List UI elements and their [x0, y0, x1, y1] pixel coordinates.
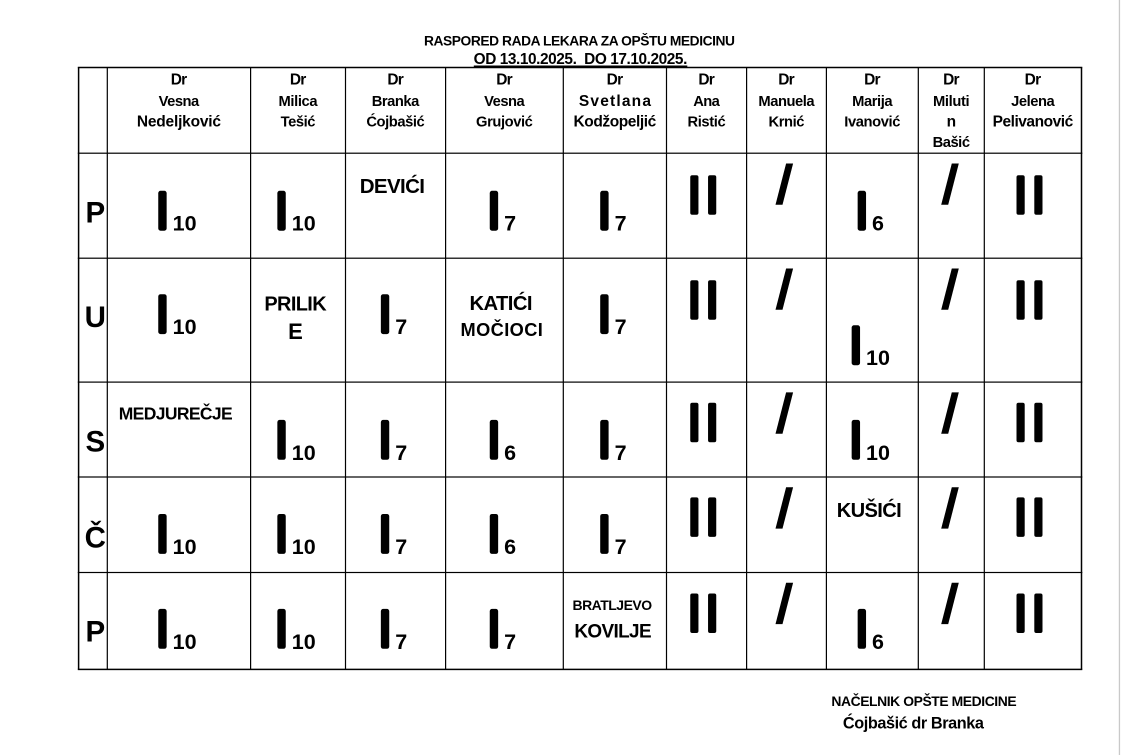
svg-text:U: U: [85, 301, 106, 334]
svg-text:Ana: Ana: [693, 94, 720, 110]
svg-text:10: 10: [173, 535, 197, 559]
svg-text:DEVIĆI: DEVIĆI: [360, 174, 425, 198]
svg-text:Milica: Milica: [279, 94, 319, 110]
svg-text:Jelena: Jelena: [1011, 94, 1055, 110]
svg-text:Č: Č: [85, 521, 106, 555]
svg-text:Ristić: Ristić: [687, 114, 725, 130]
svg-text:10: 10: [866, 441, 890, 465]
svg-text:Miluti: Miluti: [933, 94, 970, 110]
svg-text:Ćojbašić: Ćojbašić: [366, 112, 424, 130]
svg-text:10: 10: [292, 630, 316, 654]
svg-text:RASPORED RADA LEKARA ZA OPŠTU: RASPORED RADA LEKARA ZA OPŠTU MEDICINU: [424, 31, 735, 48]
svg-text:Grujović: Grujović: [476, 114, 533, 130]
svg-text:Dr: Dr: [171, 72, 187, 89]
svg-text:NAČELNIK OPŠTE MEDICINE: NAČELNIK OPŠTE MEDICINE: [831, 692, 1016, 709]
svg-text:Branka: Branka: [372, 94, 420, 110]
svg-text:Dr: Dr: [864, 72, 880, 89]
svg-text:7: 7: [504, 630, 516, 654]
svg-text:Dr: Dr: [496, 72, 512, 89]
svg-text:10: 10: [866, 346, 890, 370]
svg-text:Ćojbašić dr Branka: Ćojbašić dr Branka: [843, 713, 985, 732]
svg-text:Nedeljković: Nedeljković: [137, 113, 221, 130]
svg-text:MOČIOCI: MOČIOCI: [461, 319, 544, 340]
svg-text:7: 7: [395, 535, 407, 559]
svg-text:6: 6: [872, 212, 884, 236]
svg-text:P: P: [85, 197, 105, 230]
svg-text:10: 10: [173, 212, 197, 236]
svg-text:Pelivanović: Pelivanović: [993, 113, 1074, 130]
svg-text:7: 7: [615, 441, 627, 465]
svg-text:Bašić: Bašić: [933, 135, 970, 151]
svg-text:PRILIK: PRILIK: [264, 293, 327, 315]
svg-text:10: 10: [173, 630, 197, 654]
svg-text:Tešić: Tešić: [281, 114, 316, 130]
svg-text:Dr: Dr: [1025, 72, 1041, 89]
svg-text:Dr: Dr: [943, 72, 959, 89]
svg-text:P: P: [85, 616, 105, 649]
svg-text:7: 7: [615, 212, 627, 236]
svg-text:Dr: Dr: [387, 72, 403, 89]
svg-text:6: 6: [504, 535, 516, 559]
svg-text:Manuela: Manuela: [758, 94, 815, 110]
svg-text:OD 13.10.2025. DO 17.10.2025.: OD 13.10.2025. DO 17.10.2025.: [474, 51, 687, 68]
svg-text:10: 10: [292, 535, 316, 559]
svg-text:Dr: Dr: [290, 72, 306, 89]
svg-text:7: 7: [395, 315, 407, 339]
svg-text:10: 10: [292, 212, 316, 236]
svg-text:Krnić: Krnić: [769, 114, 805, 130]
svg-text:Dr: Dr: [607, 72, 623, 89]
svg-text:Kodžopeljić: Kodžopeljić: [574, 113, 657, 130]
svg-text:7: 7: [615, 315, 627, 339]
svg-text:Svetlana: Svetlana: [579, 93, 652, 110]
svg-text:n: n: [947, 113, 956, 130]
svg-text:10: 10: [173, 315, 197, 339]
svg-text:10: 10: [292, 441, 316, 465]
svg-text:KUŠIĆI: KUŠIĆI: [837, 498, 901, 522]
svg-text:Dr: Dr: [698, 72, 714, 89]
svg-text:Vesna: Vesna: [159, 94, 200, 110]
svg-text:Dr: Dr: [778, 72, 794, 89]
svg-text:KOVILJE: KOVILJE: [574, 622, 651, 643]
svg-text:7: 7: [615, 535, 627, 559]
svg-text:Vesna: Vesna: [484, 94, 525, 110]
svg-text:Ivanović: Ivanović: [844, 114, 900, 130]
svg-text:BRATLJEVO: BRATLJEVO: [572, 597, 652, 613]
svg-text:KATIĆI: KATIĆI: [470, 291, 532, 315]
svg-text:6: 6: [504, 441, 516, 465]
svg-text:Marija: Marija: [852, 94, 893, 110]
svg-text:7: 7: [395, 630, 407, 654]
svg-text:6: 6: [872, 630, 884, 654]
svg-text:7: 7: [504, 212, 516, 236]
svg-text:7: 7: [395, 441, 407, 465]
svg-text:MEDJUREČJE: MEDJUREČJE: [119, 403, 232, 424]
svg-text:S: S: [85, 425, 105, 458]
svg-text:E: E: [288, 319, 303, 344]
